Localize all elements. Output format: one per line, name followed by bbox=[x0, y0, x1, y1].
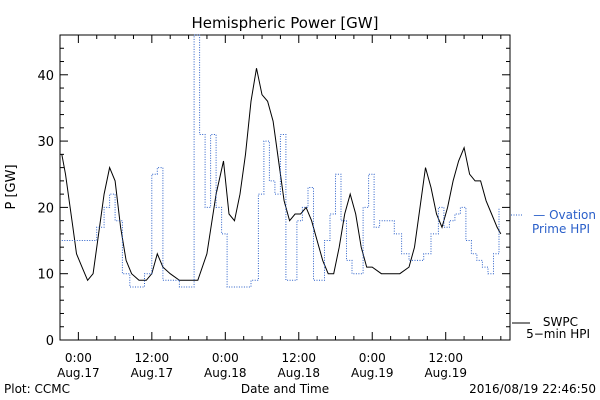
swpc-hpi-line bbox=[61, 68, 502, 282]
footer-right: 2016/08/19 22:46:50 bbox=[469, 382, 596, 396]
legend-swpc-line1: SWPC bbox=[543, 315, 578, 329]
x-tick-date-label: Aug.18 bbox=[204, 366, 247, 380]
legend-ovation-line1: — Ovation bbox=[533, 208, 596, 222]
y-tick-label: 30 bbox=[37, 135, 54, 150]
x-axis-label: Date and Time bbox=[241, 382, 329, 396]
chart-title: Hemispheric Power [GW] bbox=[192, 14, 379, 32]
plot-frame bbox=[59, 34, 511, 341]
x-tick-time-label: 0:00 bbox=[65, 351, 92, 365]
x-tick-time-label: 12:00 bbox=[135, 351, 170, 365]
x-tick-time-label: 0:00 bbox=[212, 351, 239, 365]
x-tick-time-label: 12:00 bbox=[281, 351, 316, 365]
x-tick-date-label: Aug.19 bbox=[351, 366, 394, 380]
footer-left: Plot: CCMC bbox=[4, 382, 70, 396]
x-tick-time-label: 0:00 bbox=[359, 351, 386, 365]
ovation-prime-hpi-line bbox=[61, 34, 500, 288]
x-tick-date-label: Aug.19 bbox=[424, 366, 467, 380]
y-tick-label: 0 bbox=[46, 334, 54, 349]
legend: SWPC 5−min HPI — Ovation Prime HPI bbox=[511, 208, 596, 341]
x-tick-time-label: 12:00 bbox=[428, 351, 463, 365]
x-tick-date-label: Aug.17 bbox=[57, 366, 100, 380]
series-layer bbox=[61, 34, 502, 288]
x-tick-date-label: Aug.17 bbox=[131, 366, 174, 380]
legend-swpc-line2: 5−min HPI bbox=[526, 327, 590, 341]
y-tick-label: 20 bbox=[37, 201, 54, 216]
y-axis: 0 10 20 30 40 bbox=[37, 34, 510, 349]
legend-ovation-line2: Prime HPI bbox=[532, 222, 590, 236]
y-axis-label: P [GW] bbox=[4, 164, 19, 209]
y-tick-label: 40 bbox=[37, 69, 54, 84]
x-tick-date-label: Aug.18 bbox=[278, 366, 321, 380]
y-tick-label: 10 bbox=[37, 268, 54, 283]
x-axis: 0:00Aug.1712:00Aug.170:00Aug.1812:00Aug.… bbox=[57, 35, 502, 380]
